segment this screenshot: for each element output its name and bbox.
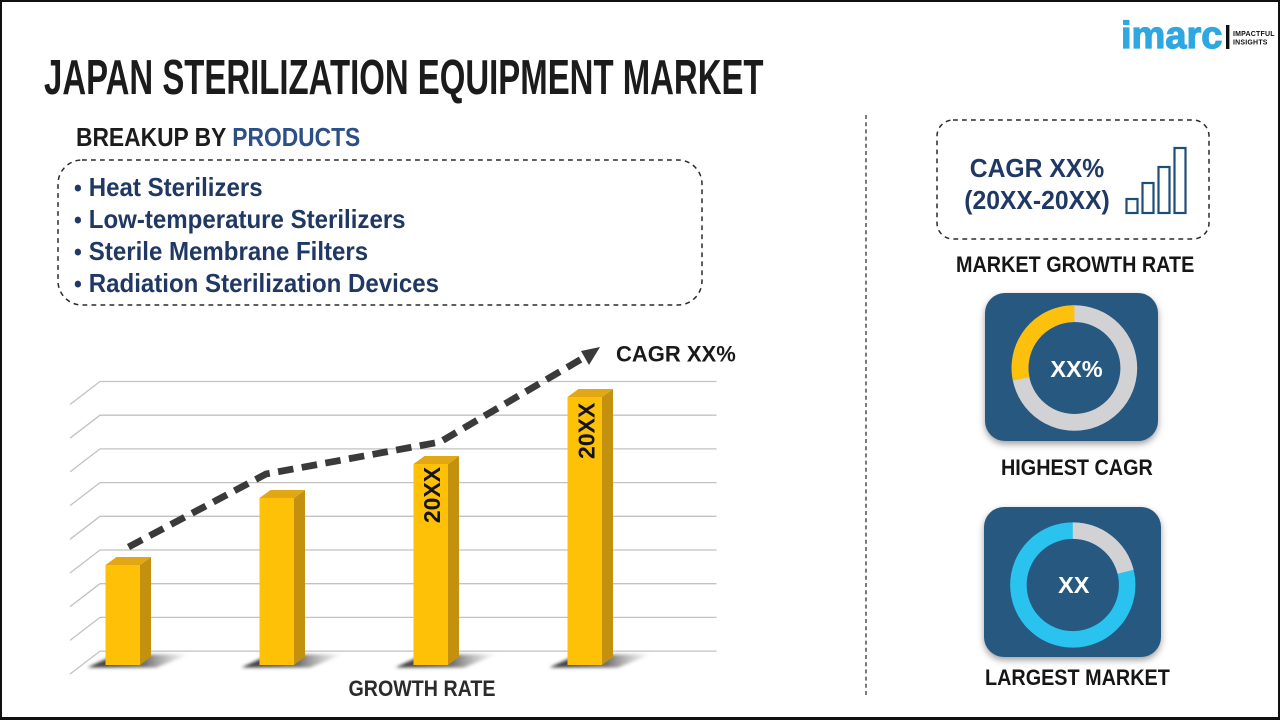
svg-text:GROWTH RATE: GROWTH RATE — [349, 676, 496, 701]
svg-text:20XX: 20XX — [574, 402, 600, 459]
svg-text:CAGR XX%: CAGR XX% — [616, 342, 736, 367]
svg-text:INSIGHTS: INSIGHTS — [1233, 40, 1268, 47]
svg-text:20XX: 20XX — [419, 466, 445, 523]
svg-text:imarc: imarc — [1121, 15, 1222, 56]
svg-text:XX%: XX% — [1050, 356, 1102, 382]
svg-text:XX: XX — [1058, 572, 1090, 598]
svg-text:IMPACTFUL: IMPACTFUL — [1233, 31, 1275, 38]
